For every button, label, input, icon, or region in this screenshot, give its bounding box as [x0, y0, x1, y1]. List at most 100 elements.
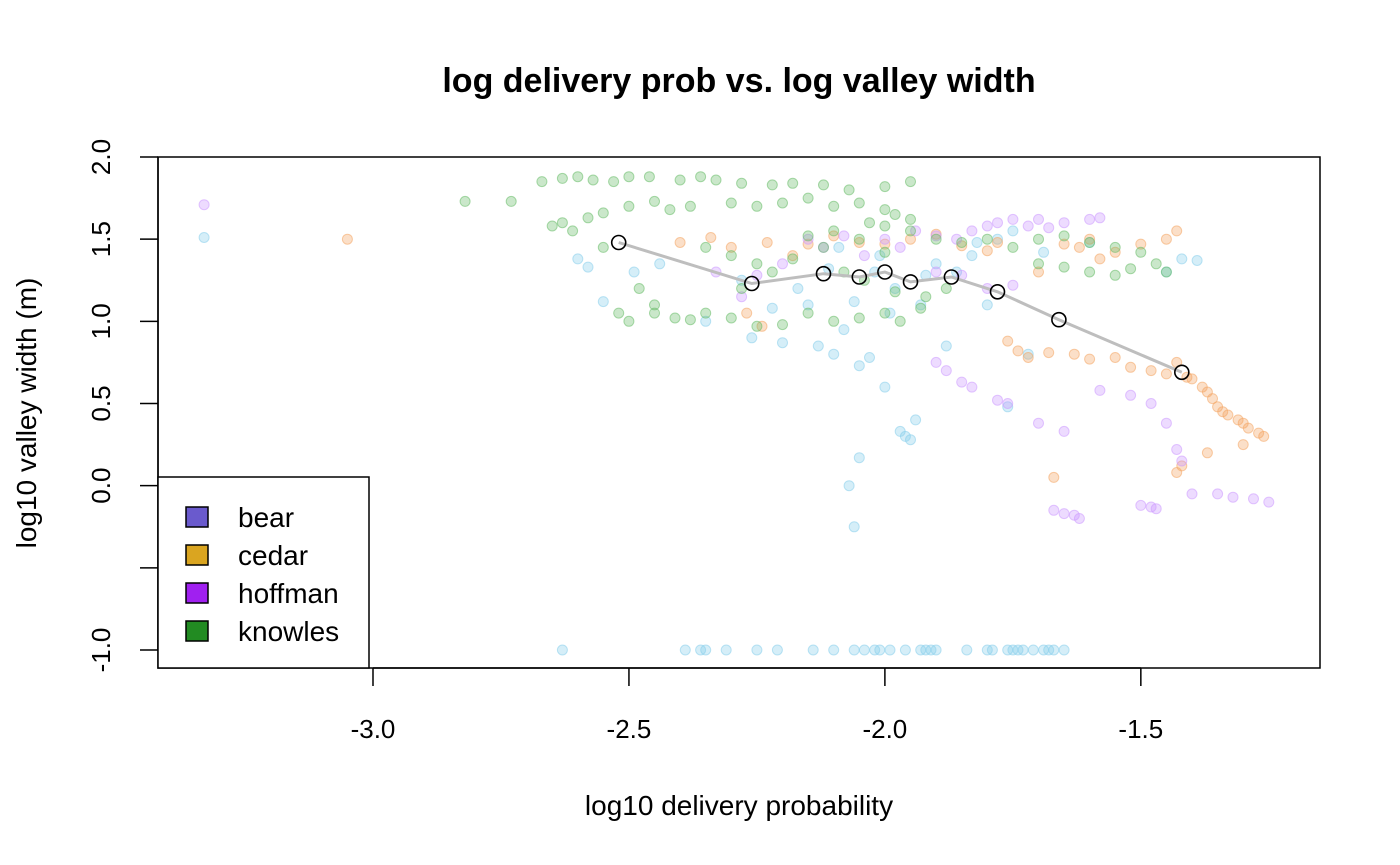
data-point	[1048, 504, 1060, 516]
data-point	[700, 307, 712, 319]
data-point	[710, 174, 722, 186]
data-point	[684, 314, 696, 326]
data-point	[1094, 253, 1106, 265]
data-point	[1171, 444, 1183, 455]
y-tick-label: -1.0	[86, 628, 116, 673]
data-point	[572, 253, 584, 265]
data-point	[1171, 467, 1183, 478]
data-point	[858, 250, 870, 262]
data-point	[787, 177, 799, 189]
data-point	[1038, 246, 1050, 258]
data-point	[889, 283, 901, 294]
trend-point	[815, 265, 832, 282]
data-point	[751, 200, 763, 212]
data-point	[864, 217, 875, 229]
data-point	[341, 233, 353, 245]
data-point	[853, 360, 865, 372]
data-point	[1242, 422, 1254, 434]
data-point	[613, 307, 625, 319]
data-point	[674, 174, 686, 186]
data-point	[1033, 213, 1044, 225]
data-point	[879, 246, 891, 258]
data-point	[874, 644, 886, 656]
data-point	[556, 644, 568, 656]
data-point	[751, 258, 763, 270]
data-point	[1048, 644, 1060, 656]
data-point	[1022, 352, 1034, 363]
data-point	[930, 258, 942, 270]
data-point	[1022, 348, 1034, 360]
data-point	[986, 644, 998, 656]
data-point	[1043, 347, 1055, 359]
legend-swatch	[185, 620, 209, 642]
data-point	[1043, 222, 1055, 234]
data-point	[736, 291, 748, 303]
data-point	[818, 179, 829, 191]
data-point	[853, 233, 865, 245]
data-point	[828, 315, 840, 327]
data-point	[981, 220, 993, 232]
data-point	[1176, 455, 1188, 467]
data-point	[879, 233, 891, 245]
data-point	[956, 237, 968, 248]
data-point	[674, 237, 686, 248]
data-point	[889, 286, 901, 298]
legend-label: knowles	[238, 616, 339, 647]
data-point	[572, 171, 584, 183]
data-point	[725, 312, 737, 324]
x-tick-label: -2.5	[607, 714, 652, 744]
data-point	[879, 381, 891, 393]
data-point	[956, 376, 968, 388]
data-point	[1160, 266, 1172, 278]
data-point	[1222, 409, 1234, 421]
legend-label: cedar	[238, 540, 308, 571]
legend-item: bear	[185, 502, 294, 533]
data-point	[889, 209, 901, 220]
data-point	[1017, 644, 1029, 656]
data-point	[597, 296, 609, 308]
data-point	[807, 644, 819, 656]
data-point	[649, 307, 660, 319]
trend-point	[610, 234, 627, 251]
data-point	[198, 199, 210, 211]
data-point	[1160, 368, 1172, 380]
data-point	[684, 200, 696, 212]
trend-point	[1051, 311, 1067, 328]
data-point	[1109, 269, 1121, 281]
data-point	[725, 241, 737, 253]
data-point	[966, 225, 978, 237]
data-point	[1125, 263, 1137, 275]
data-point	[966, 250, 978, 262]
data-point	[879, 220, 891, 232]
data-point	[1084, 213, 1096, 225]
data-point	[1058, 217, 1070, 229]
data-point	[608, 176, 620, 188]
data-point	[649, 195, 660, 207]
data-point	[1212, 488, 1224, 500]
data-point	[802, 230, 814, 242]
data-point	[1058, 425, 1070, 437]
data-point	[1007, 213, 1019, 225]
data-point	[700, 315, 712, 327]
data-point	[1007, 225, 1019, 237]
legend-item: knowles	[185, 616, 339, 647]
data-point	[802, 307, 814, 319]
data-point	[623, 200, 635, 212]
data-point	[828, 348, 840, 360]
data-point	[961, 644, 973, 656]
data-point	[654, 258, 666, 270]
data-point	[700, 644, 712, 656]
data-point	[853, 452, 865, 464]
legend-swatch	[185, 582, 209, 604]
data-point	[1227, 491, 1239, 503]
data-point	[915, 299, 927, 311]
x-tick-label: -2.0	[862, 714, 907, 744]
data-point	[1160, 417, 1172, 429]
data-point	[1258, 430, 1270, 442]
data-point	[910, 414, 922, 426]
data-point	[940, 340, 952, 352]
y-tick-label: 1.0	[86, 303, 116, 339]
data-point	[741, 307, 753, 319]
data-point	[992, 394, 1003, 406]
data-point	[777, 258, 788, 270]
